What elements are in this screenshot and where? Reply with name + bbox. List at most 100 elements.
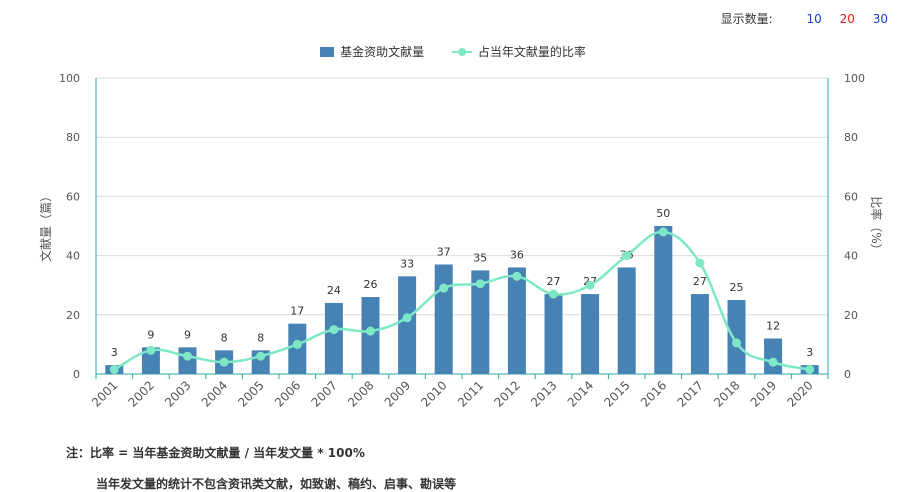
bar [617, 267, 636, 374]
y-right-tick-label: 60 [844, 190, 858, 203]
bar-data-label: 25 [730, 281, 744, 294]
ratio-point [292, 339, 302, 349]
ratio-point [658, 227, 668, 237]
y-right-tick-label: 40 [844, 250, 858, 263]
bar-data-label: 33 [400, 257, 414, 270]
ratio-point [109, 365, 119, 375]
x-tick-label: 2006 [272, 378, 303, 409]
legend-bar-swatch [320, 46, 335, 57]
note-exclusion: 当年发文量的统计不包含资讯类文献，如致谢、稿约、启事、勘误等 [96, 477, 457, 491]
x-tick-label: 2017 [675, 378, 706, 409]
x-tick-label: 2016 [638, 378, 669, 409]
x-tick-label: 2005 [235, 378, 266, 409]
legend-line-swatch [451, 47, 472, 57]
x-tick-label: 2001 [89, 378, 120, 409]
bar [654, 226, 673, 374]
ratio-point [439, 283, 449, 293]
bar-data-label: 9 [184, 328, 191, 341]
bar-data-label: 8 [221, 331, 228, 344]
note-ratio-formula: 注：比率 = 当年基金资助文献量 / 当年发文量 * 100% [66, 446, 365, 460]
display-option-10[interactable]: 10 [806, 12, 822, 26]
ratio-point [366, 326, 375, 336]
bar-data-label: 9 [147, 328, 154, 341]
ratio-point [219, 357, 229, 367]
display-count-label: 显示数量: [720, 12, 773, 26]
bar-data-label: 3 [111, 346, 118, 359]
bar-data-label: 26 [364, 278, 378, 291]
bar [507, 267, 526, 374]
display-option-30[interactable]: 30 [872, 12, 888, 26]
bar [324, 302, 343, 374]
bar-data-label: 37 [437, 245, 451, 258]
x-tick-label: 2003 [162, 378, 193, 409]
bar-data-label: 8 [257, 331, 264, 344]
bar-data-label: 36 [510, 248, 524, 261]
legend-bar-label: 基金资助文献量 [340, 45, 425, 59]
x-tick-label: 2007 [309, 378, 340, 409]
display-option-20[interactable]: 20 [839, 12, 855, 26]
bar [690, 294, 709, 374]
ratio-point [512, 271, 522, 281]
x-tick-label: 2014 [565, 378, 596, 409]
bar-data-label: 27 [693, 275, 707, 288]
bar-data-label: 27 [547, 275, 561, 288]
x-tick-label: 2020 [784, 378, 815, 409]
y-right-tick-label: 100 [844, 72, 865, 85]
ratio-point [475, 279, 485, 289]
display-count-control: 显示数量: 10 20 30 [721, 10, 888, 27]
bar [141, 347, 160, 374]
y-left-tick-label: 100 [59, 72, 80, 85]
bar-data-label: 12 [766, 319, 780, 332]
bar-data-label: 17 [290, 305, 304, 318]
legend-line-label: 占当年文献量的比率 [477, 45, 586, 59]
x-tick-label: 2013 [528, 378, 559, 409]
y-right-tick-label: 0 [844, 368, 851, 381]
ratio-point [329, 325, 339, 335]
legend-item-bar[interactable]: 基金资助文献量 [320, 43, 424, 60]
bar-data-label: 35 [473, 251, 487, 264]
chart-notes: 注：比率 = 当年基金资助文献量 / 当年发文量 * 100% 当年发文量的统计… [66, 444, 456, 492]
y-right-tick-label: 20 [844, 309, 858, 322]
x-tick-label: 2015 [601, 378, 632, 409]
ratio-point [695, 258, 705, 268]
bar [471, 270, 490, 374]
ratio-point [183, 351, 192, 361]
legend-item-line[interactable]: 占当年文献量的比率 [451, 43, 586, 60]
ratio-point [732, 338, 741, 348]
ratio-point [402, 313, 412, 323]
ratio-point [805, 365, 815, 375]
bar [398, 276, 417, 374]
bar [764, 338, 783, 374]
bar-data-label: 3 [806, 346, 813, 359]
bar [434, 264, 453, 374]
x-tick-label: 2011 [455, 378, 486, 409]
bar [581, 294, 600, 374]
bar [727, 300, 746, 374]
ratio-point [768, 357, 778, 367]
y-left-tick-label: 40 [66, 250, 80, 263]
ratio-point [146, 345, 156, 355]
chart-legend: 基金资助文献量 占当年文献量的比率 [0, 43, 906, 60]
bar [544, 294, 563, 374]
x-tick-label: 2002 [126, 378, 157, 409]
y-axis-left-title: 文献量（篇） [38, 190, 53, 262]
x-tick-label: 2010 [418, 378, 449, 409]
ratio-point [585, 280, 595, 290]
y-left-tick-label: 80 [66, 131, 80, 144]
bar-data-label: 24 [327, 284, 341, 297]
x-tick-label: 2004 [199, 378, 230, 409]
y-left-tick-label: 60 [66, 190, 80, 203]
ratio-point [256, 351, 266, 361]
ratio-point [622, 251, 632, 261]
x-tick-label: 2012 [492, 378, 523, 409]
y-left-tick-label: 0 [73, 368, 80, 381]
bar-data-label: 50 [656, 207, 670, 220]
x-tick-label: 2009 [382, 378, 413, 409]
x-tick-label: 2019 [748, 378, 779, 409]
y-right-tick-label: 80 [844, 131, 858, 144]
y-left-tick-label: 20 [66, 309, 80, 322]
x-tick-label: 2008 [345, 378, 376, 409]
y-axis-right-title: 比率（%） [869, 196, 884, 255]
x-tick-label: 2018 [711, 378, 742, 409]
